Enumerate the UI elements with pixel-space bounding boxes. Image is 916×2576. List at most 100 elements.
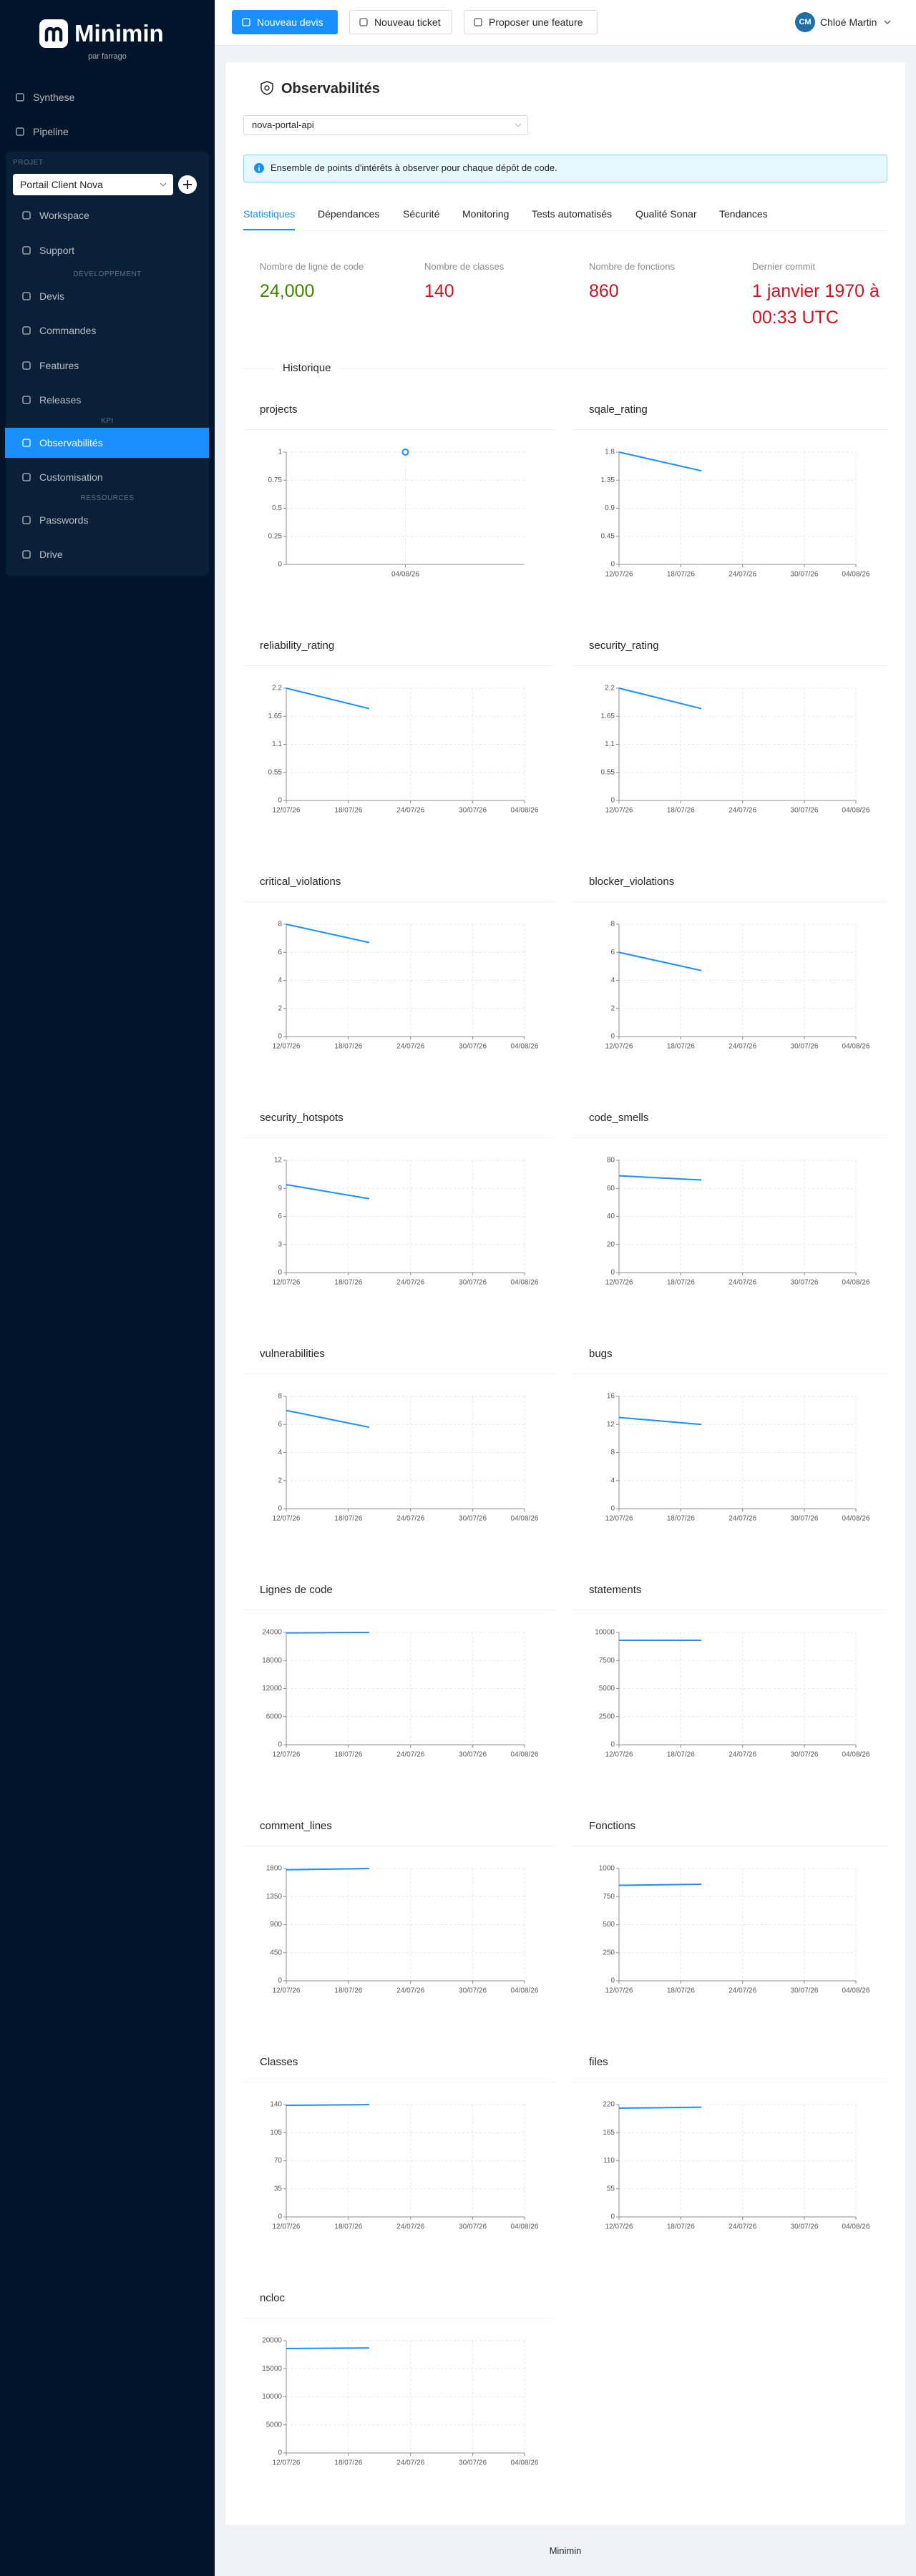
sidebar-heading: DÉVELOPPEMENT — [73, 270, 142, 278]
chart-title-divider — [572, 1373, 887, 1374]
title-icon — [260, 81, 273, 95]
icon-shape — [22, 439, 31, 447]
chevron-shape — [160, 182, 167, 187]
stat-value: 140 — [424, 281, 454, 301]
user-name[interactable]: Chloé Martin — [820, 16, 877, 28]
page-title: Observabilités — [281, 81, 380, 97]
avatar: CM — [795, 12, 815, 32]
sidebar-brand: Minimin — [74, 20, 164, 46]
shield-dot — [264, 85, 270, 91]
chart-title: Classes — [260, 2056, 298, 2068]
stat-label: Nombre de fonctions — [589, 261, 675, 272]
chart-title-divider — [572, 429, 887, 430]
icon-shape — [22, 396, 31, 404]
icon — [242, 18, 250, 26]
icon-shape — [22, 473, 31, 481]
avatar-bg — [795, 12, 815, 32]
icon-shape — [474, 18, 482, 26]
tab[interactable]: Tests automatisés — [532, 208, 613, 220]
menu-item[interactable]: Support — [39, 245, 75, 256]
icon-shape — [359, 18, 368, 26]
chart-title: code_smells — [589, 1112, 649, 1124]
icon — [22, 439, 31, 447]
icon-shape — [22, 550, 31, 559]
chart-title-divider — [243, 665, 555, 666]
icon-shape — [22, 326, 31, 335]
sidebar-byline: par farrago — [88, 52, 127, 61]
chevron — [515, 123, 522, 127]
stat-value: 860 — [589, 281, 619, 301]
menu-item[interactable]: Devis — [39, 290, 65, 302]
chart-title: Fonctions — [589, 1820, 636, 1832]
icon — [359, 18, 368, 26]
chart-title-divider — [243, 901, 555, 902]
chevron — [160, 182, 167, 187]
chart-title-divider — [243, 1137, 555, 1138]
chart-title: statements — [589, 1584, 642, 1596]
info-icon — [254, 163, 264, 173]
tab-ink — [243, 229, 295, 230]
menu-item[interactable]: Observabilités — [39, 437, 103, 449]
project-select[interactable]: Portail Client Nova — [13, 174, 173, 195]
stat-value: 1 janvier 1970 à 00:33 UTC — [752, 281, 880, 328]
icon-shape — [22, 516, 31, 524]
icon-shape — [22, 246, 31, 255]
avatar-initials: CM — [799, 18, 811, 26]
menu-item[interactable]: Features — [39, 360, 79, 371]
menu-item[interactable]: Synthese — [33, 92, 75, 103]
logo-icon — [39, 19, 68, 48]
plus-glyph — [183, 180, 192, 189]
icon-shape — [16, 127, 24, 136]
tab[interactable]: Monitoring — [462, 208, 510, 220]
icon-shape — [22, 211, 31, 220]
menu-item[interactable]: Drive — [39, 549, 63, 560]
stat-value: 24,000 — [260, 281, 315, 301]
chart-title: files — [589, 2056, 608, 2068]
topbar-button[interactable]: Proposer une feature — [464, 10, 598, 34]
history-title: Historique — [274, 361, 340, 376]
icon — [22, 361, 31, 370]
chart-title: comment_lines — [260, 1820, 332, 1832]
menu-item[interactable]: Workspace — [39, 210, 89, 221]
add-project-button[interactable] — [178, 175, 197, 194]
chart-title: sqale_rating — [589, 403, 648, 416]
sidebar-heading: PROJET — [13, 159, 44, 167]
tab[interactable]: Sécurité — [403, 208, 440, 220]
tab[interactable]: Qualité Sonar — [635, 208, 697, 220]
chart-title-divider — [243, 429, 555, 430]
menu-item[interactable]: Customisation — [39, 471, 103, 483]
icon — [22, 396, 31, 404]
icon — [22, 246, 31, 255]
info-text: Ensemble de points d'intérêts à observer… — [271, 162, 557, 173]
menu-item[interactable]: Passwords — [39, 514, 89, 526]
tab[interactable]: Statistiques — [243, 208, 296, 220]
stat-label: Dernier commit — [752, 261, 816, 272]
shield — [260, 81, 273, 95]
menu-item[interactable]: Commandes — [39, 325, 97, 336]
chart-title: bugs — [589, 1348, 613, 1360]
tab[interactable]: Dépendances — [318, 208, 380, 220]
icon — [22, 326, 31, 335]
icon — [22, 292, 31, 300]
icon — [16, 127, 24, 136]
tab[interactable]: Tendances — [719, 208, 768, 220]
menu-item[interactable]: Releases — [39, 394, 82, 406]
menu-item[interactable]: Pipeline — [33, 126, 69, 137]
topbar-button[interactable]: Nouveau devis — [232, 10, 338, 34]
stat-label: Nombre de ligne de code — [260, 261, 364, 272]
icon — [22, 211, 31, 220]
chart-title: vulnerabilities — [260, 1348, 325, 1360]
topbar-button[interactable]: Nouveau ticket — [349, 10, 452, 34]
chart-title-divider — [243, 1373, 555, 1374]
chart-title: Lignes de code — [260, 1584, 333, 1596]
sidebar-panel — [6, 152, 209, 576]
icon-shape — [242, 18, 250, 26]
icon-shape — [22, 292, 31, 300]
chart-title-divider — [572, 1137, 887, 1138]
icon-shape — [22, 361, 31, 370]
repository-select[interactable]: nova-portal-api — [243, 115, 528, 135]
tabs-border — [243, 230, 887, 231]
sidebar-heading: KPI — [101, 417, 114, 425]
chart-title: critical_violations — [260, 876, 341, 888]
